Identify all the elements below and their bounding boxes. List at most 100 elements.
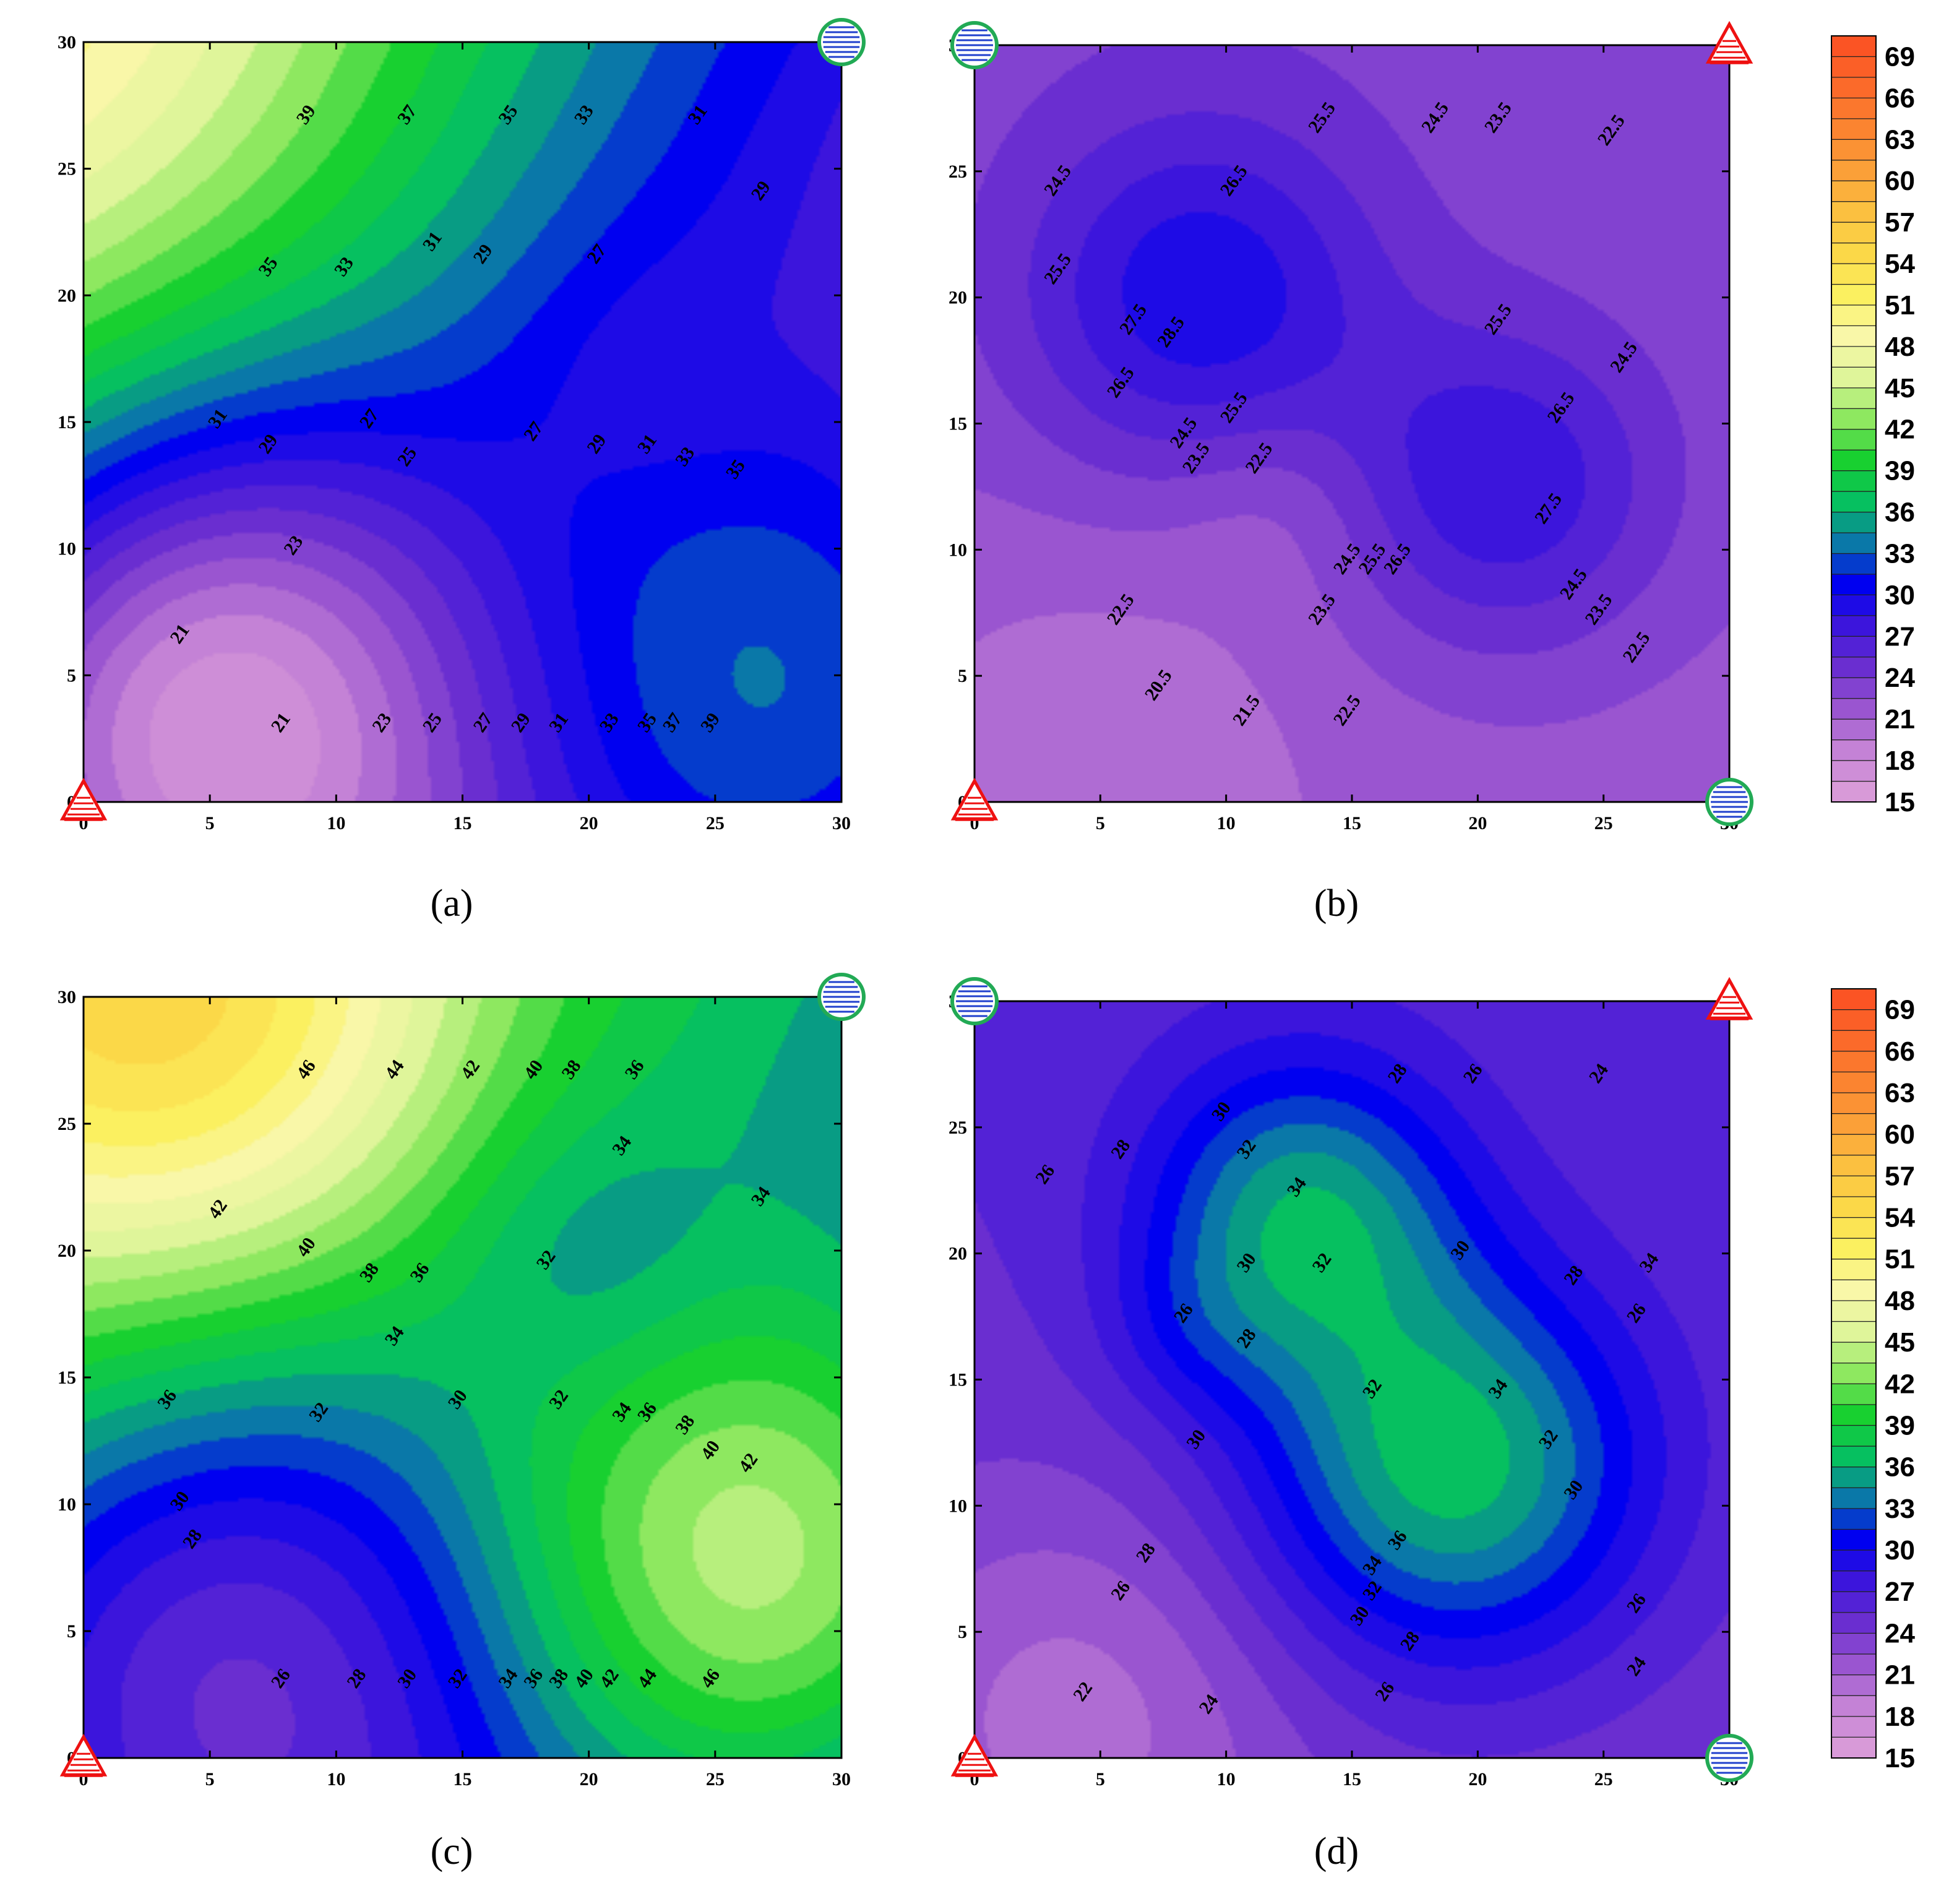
- colorbar-cell: [1831, 263, 1877, 285]
- colorbar-cell: [1831, 1695, 1877, 1717]
- colorbar-cell: [1831, 677, 1877, 699]
- x-tick-label-b: 15: [1343, 813, 1361, 834]
- colorbar-cell: [1831, 180, 1877, 202]
- colorbar-label: 69: [1885, 41, 1915, 72]
- y-tick-label-d: 20: [949, 1244, 967, 1264]
- x-tick-label-c: 30: [832, 1769, 851, 1790]
- colorbar-cell: [1831, 366, 1877, 389]
- colorbar-label: 69: [1885, 995, 1915, 1025]
- colorbar-label: 48: [1885, 1286, 1915, 1316]
- y-tick-label-c: 25: [58, 1114, 76, 1134]
- colorbar-cell: [1831, 1632, 1877, 1655]
- circle-marker-topleft-b: [950, 21, 999, 69]
- y-tick-label-c: 10: [58, 1494, 76, 1515]
- y-tick-label-b: 10: [949, 540, 967, 560]
- colorbar-cell: [1831, 1528, 1877, 1551]
- contour-map-a: 0510152025300510152025303937353331293533…: [58, 18, 866, 834]
- colorbar-top: 69 66 63 60 57 54 51 48 45 42 39 36 33 30 27 24 21 18 15: [1831, 35, 1915, 817]
- y-tick-label-d: 5: [958, 1622, 967, 1642]
- colorbar-cell: [1831, 1320, 1877, 1343]
- colorbar-label: 45: [1885, 1327, 1915, 1358]
- colorbar-label: 54: [1885, 249, 1915, 279]
- field-fill-c: [84, 997, 841, 1758]
- colorbar-label: 24: [1885, 1618, 1915, 1648]
- colorbar-cell: [1831, 780, 1877, 803]
- colorbar-label: 33: [1885, 538, 1915, 569]
- colorbar-label: 30: [1885, 1535, 1915, 1566]
- x-tick-label-b: 5: [1096, 813, 1105, 834]
- colorbar-cell: [1831, 1113, 1877, 1135]
- colorbar-label: 63: [1885, 124, 1915, 155]
- contour-map-d: 0510152025300510152025302826243028322634…: [949, 976, 1753, 1790]
- x-tick-label-b: 10: [1217, 813, 1236, 834]
- colorbar-cell: [1831, 449, 1877, 472]
- colorbar-cell: [1831, 1300, 1877, 1322]
- colorbar-label: 36: [1885, 1452, 1915, 1483]
- colorbar-cell: [1831, 242, 1877, 264]
- y-tick-label-b: 25: [949, 162, 967, 182]
- circle-marker-a: [817, 18, 866, 66]
- x-tick-label-a: 5: [205, 813, 215, 834]
- y-tick-label-a: 15: [58, 412, 76, 433]
- y-tick-label-c: 15: [58, 1368, 76, 1388]
- triangle-marker-a: [59, 777, 108, 821]
- panel-caption-c: (c): [431, 1830, 473, 1872]
- colorbar-label: 18: [1885, 1702, 1915, 1732]
- colorbar-cell: [1831, 1736, 1877, 1759]
- x-tick-label-d: 25: [1594, 1769, 1613, 1790]
- panel-caption-d: (d): [1314, 1830, 1359, 1872]
- y-tick-label-a: 5: [67, 665, 76, 686]
- x-tick-label-a: 25: [706, 813, 725, 834]
- colorbar-label: 15: [1885, 787, 1915, 817]
- colorbar-label: 15: [1885, 1743, 1915, 1773]
- colorbar-label: 39: [1885, 1410, 1915, 1441]
- colorbar-cell: [1831, 408, 1877, 430]
- colorbar-cell: [1831, 325, 1877, 347]
- colorbar-label: 24: [1885, 663, 1915, 693]
- colorbar-cell: [1831, 1549, 1877, 1572]
- colorbar-label: 48: [1885, 332, 1915, 362]
- colorbar-label: 42: [1885, 1369, 1915, 1399]
- colorbar-bottom: 69 66 63 60 57 54 51 48 45 42 39 36 33 30 27 24 21 18 15: [1831, 988, 1915, 1773]
- circle-marker-c: [817, 973, 866, 1021]
- x-tick-label-c: 25: [706, 1769, 725, 1790]
- field-fill-a: [84, 42, 841, 802]
- x-tick-label-a: 10: [327, 813, 345, 834]
- colorbar-cell: [1831, 1238, 1877, 1260]
- colorbar-cell: [1831, 760, 1877, 782]
- colorbar-cell: [1831, 1591, 1877, 1613]
- colorbar-cell: [1831, 1487, 1877, 1509]
- colorbar-cell: [1831, 1467, 1877, 1488]
- panel-a: 0510152025300510152025303937353331293533…: [58, 18, 866, 924]
- y-tick-label-c: 5: [67, 1621, 76, 1642]
- colorbar-label: 21: [1885, 704, 1915, 734]
- colorbar-cell: [1831, 1051, 1877, 1072]
- colorbar-cell: [1831, 698, 1877, 720]
- colorbar-frame: [1831, 35, 1877, 803]
- colorbar-cell: [1831, 1508, 1877, 1530]
- panel-d: 0510152025300510152025302826243028322634…: [949, 976, 1753, 1872]
- colorbar-cell: [1831, 1134, 1877, 1156]
- colorbar-cell: [1831, 553, 1877, 575]
- colorbar-label: 45: [1885, 373, 1915, 403]
- x-tick-label-a: 30: [832, 813, 851, 834]
- colorbar-label: 27: [1885, 621, 1915, 652]
- y-tick-label-d: 10: [949, 1496, 967, 1516]
- triangle-marker-origin-b: [950, 777, 999, 821]
- colorbar-cell: [1831, 118, 1877, 140]
- colorbar-cell: [1831, 201, 1877, 223]
- colorbar-cell: [1831, 718, 1877, 741]
- colorbar-label: 60: [1885, 166, 1915, 196]
- colorbar-cell: [1831, 532, 1877, 554]
- colorbar-label: 60: [1885, 1119, 1915, 1150]
- contour-map-b: 05101520253005101520253025.524.523.522.5…: [949, 20, 1753, 834]
- colorbar-cell: [1831, 635, 1877, 658]
- x-tick-label-c: 5: [205, 1769, 215, 1790]
- colorbar-label: 33: [1885, 1494, 1915, 1524]
- colorbar-cell: [1831, 56, 1877, 78]
- colorbar-cell: [1831, 1030, 1877, 1052]
- colorbar-cell: [1831, 1570, 1877, 1592]
- y-tick-label-a: 20: [58, 285, 76, 306]
- colorbar-cell: [1831, 1155, 1877, 1176]
- colorbar-frame: [1831, 988, 1877, 1759]
